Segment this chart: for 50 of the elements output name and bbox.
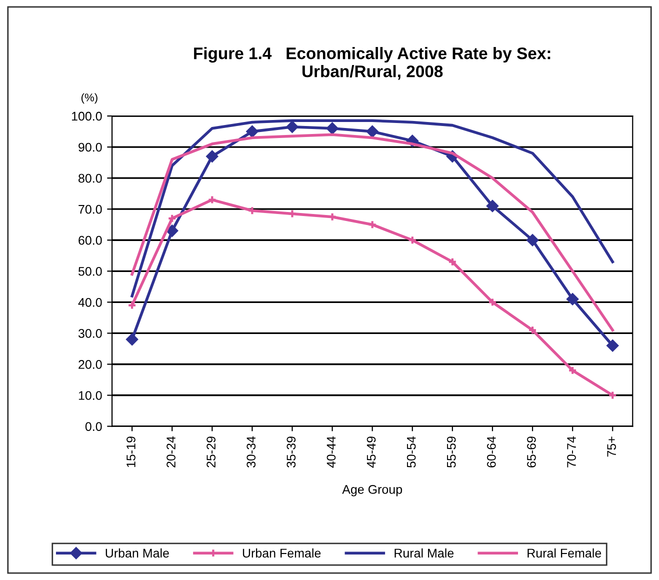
x-tick-label: 45-49 bbox=[366, 436, 376, 468]
y-tick-label: 90.0 bbox=[78, 142, 102, 152]
y-tick-label: 70.0 bbox=[78, 204, 102, 214]
point bbox=[326, 122, 338, 134]
point bbox=[288, 209, 297, 218]
y-axis-title: (%) bbox=[81, 93, 98, 104]
point bbox=[526, 234, 538, 246]
chart-title: Figure 1.4 Economically Active Rate by Sex: Urban/Rural, 2008 bbox=[194, 47, 550, 80]
point bbox=[366, 126, 378, 138]
legend-label: Rural Female bbox=[528, 548, 602, 558]
point bbox=[286, 120, 298, 133]
point bbox=[408, 236, 417, 245]
y-tick-label: 0.0 bbox=[85, 422, 102, 431]
legend-label: Urban Male bbox=[106, 548, 169, 558]
x-tick-label: 30-34 bbox=[246, 436, 256, 468]
line-series bbox=[130, 119, 614, 298]
point bbox=[166, 224, 178, 237]
x-tick-label: 75+ bbox=[607, 436, 616, 457]
point bbox=[168, 214, 177, 223]
x-tick-label: 55-59 bbox=[446, 436, 456, 468]
point bbox=[126, 333, 138, 346]
y-tick-label: 80.0 bbox=[78, 174, 102, 183]
point bbox=[368, 220, 377, 230]
y-tick-label: 50.0 bbox=[78, 266, 102, 276]
point bbox=[566, 293, 579, 306]
x-axis-title: Age Group bbox=[342, 484, 402, 496]
x-tick-label: 20-24 bbox=[166, 436, 176, 468]
line-series bbox=[130, 133, 614, 332]
point bbox=[246, 126, 258, 138]
x-tick-label: 60-64 bbox=[486, 436, 496, 468]
y-tick-label: 100.0 bbox=[72, 112, 102, 121]
x-tick-label: 35-39 bbox=[286, 436, 296, 468]
point bbox=[448, 257, 457, 266]
y-tick-label: 30.0 bbox=[78, 329, 102, 338]
y-tick-label: 10.0 bbox=[78, 391, 102, 400]
legend-label: Urban Female bbox=[242, 548, 321, 558]
x-tick-label: 25-29 bbox=[206, 436, 216, 468]
point bbox=[206, 150, 218, 162]
x-tick-label: 50-54 bbox=[406, 436, 416, 468]
point bbox=[606, 340, 619, 352]
x-tick-label: 15-19 bbox=[126, 436, 136, 468]
y-tick-label: 20.0 bbox=[78, 360, 102, 369]
x-tick-label: 40-44 bbox=[326, 436, 336, 468]
x-tick-label: 70-74 bbox=[567, 436, 576, 468]
legend-label: Rural Male bbox=[394, 548, 454, 558]
y-tick-label: 60.0 bbox=[78, 236, 102, 245]
x-tick-label: 65-69 bbox=[527, 436, 536, 468]
point bbox=[486, 200, 498, 212]
point bbox=[208, 195, 217, 204]
y-tick-label: 40.0 bbox=[78, 298, 102, 307]
